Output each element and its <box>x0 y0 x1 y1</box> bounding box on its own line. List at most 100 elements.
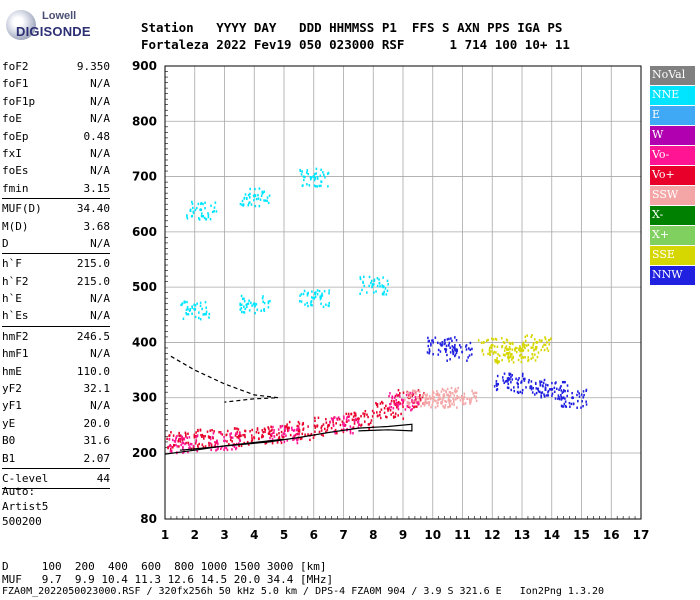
legend-item: NNW <box>650 266 695 285</box>
curve-profile <box>164 438 285 455</box>
echo-dot <box>260 309 263 312</box>
echo-dot <box>262 435 265 438</box>
echo-dot <box>448 399 451 402</box>
echo-dot <box>287 426 289 430</box>
echo-dot <box>440 390 443 393</box>
echo-dot <box>347 412 350 416</box>
echo-dot <box>221 433 224 436</box>
echo-dot <box>400 412 402 416</box>
echo-dot <box>494 337 497 341</box>
echo-dot <box>520 353 522 356</box>
echo-dot <box>568 401 571 405</box>
echo-dot <box>450 337 452 340</box>
echo-dot <box>225 447 228 450</box>
echo-dot <box>496 345 499 349</box>
param-label: foF1p <box>2 94 36 108</box>
echo-dot <box>313 178 316 182</box>
echo-dot <box>342 430 345 434</box>
echo-dot <box>207 212 209 215</box>
echo-dot <box>387 409 389 412</box>
echo-dot <box>320 184 322 188</box>
echo-dot <box>320 302 322 305</box>
echo-dot <box>398 402 401 406</box>
echo-dot <box>539 384 542 387</box>
echo-dot <box>344 424 346 427</box>
header-labels: Station YYYY DAY DDD HHMMSS P1 FFS S AXN… <box>141 20 563 35</box>
echo-dot <box>328 301 331 305</box>
echo-point <box>312 175 316 179</box>
echo-dot <box>535 387 538 390</box>
echo-point <box>529 385 533 389</box>
echo-dot <box>241 199 244 203</box>
echo-dot <box>412 389 415 392</box>
echo-dot <box>240 303 243 306</box>
param-separator <box>2 488 110 490</box>
echo-dot <box>246 302 249 306</box>
param-value: 2.07 <box>83 451 111 465</box>
echo-dot <box>320 429 323 432</box>
echo-dot <box>359 292 361 296</box>
logo-line2: DIGISONDE <box>16 24 91 39</box>
echo-dot <box>345 418 348 422</box>
echo-dot <box>508 351 511 354</box>
echo-dot <box>543 393 545 396</box>
echo-dot <box>539 381 542 385</box>
echo-dot <box>378 413 381 417</box>
echo-dot <box>521 388 524 392</box>
echo-dot <box>496 361 499 365</box>
echo-dot <box>396 394 399 397</box>
echo-dot <box>188 436 191 439</box>
echo-dot <box>491 337 493 340</box>
echo-dot <box>300 173 303 176</box>
echo-dot <box>316 425 319 428</box>
echo-dot <box>454 347 456 350</box>
echo-dot <box>533 393 536 396</box>
param-row: yF1 N/A <box>2 397 110 414</box>
echo-dot <box>440 401 442 405</box>
echo-dot <box>474 391 476 394</box>
echo-dot <box>376 277 379 280</box>
echo-dot <box>408 404 410 407</box>
echo-dot <box>297 426 300 429</box>
echo-dot <box>411 391 414 395</box>
echo-dot <box>441 400 444 403</box>
echo-dot <box>449 404 452 408</box>
echo-dot <box>268 194 271 197</box>
echo-dot <box>542 384 544 387</box>
echo-dot <box>262 191 264 194</box>
echo-dot <box>280 430 283 434</box>
echo-point <box>416 396 420 400</box>
x-tick-labels: 1 2 3 4 5 6 7 8 9 10 11 12 13 14 15 16 17 <box>161 528 650 542</box>
echo-dot <box>452 397 454 400</box>
echo-dot <box>456 394 458 398</box>
echo-dot <box>532 343 535 346</box>
echo-dot <box>527 343 530 347</box>
echo-dot <box>578 392 580 395</box>
echo-dot <box>304 175 306 179</box>
echo-dot <box>247 443 250 446</box>
param-value: N/A <box>90 309 110 323</box>
echo-dot <box>264 442 267 445</box>
echo-dot <box>181 438 184 442</box>
echo-dot <box>220 445 223 449</box>
echo-dot <box>477 339 480 342</box>
echo-dot <box>298 422 301 425</box>
echo-dot <box>491 350 493 353</box>
echo-dot <box>517 383 519 386</box>
echo-dot <box>548 388 551 391</box>
echo-dot <box>582 404 584 408</box>
echo-dot <box>527 349 530 352</box>
echo-dot <box>530 388 533 391</box>
echo-dot <box>393 396 396 399</box>
echo-dot <box>320 433 323 436</box>
echo-dot <box>318 184 321 188</box>
echo-dot <box>276 433 278 436</box>
x-tick-label: 5 <box>280 528 288 542</box>
x-tick-label: 7 <box>339 528 347 542</box>
echo-dot <box>208 312 211 316</box>
echo-dot <box>508 360 510 363</box>
echo-dot <box>179 438 181 442</box>
echo-dot <box>431 390 434 393</box>
echo-dot <box>346 416 348 419</box>
auto-version: 500200 <box>2 515 42 528</box>
